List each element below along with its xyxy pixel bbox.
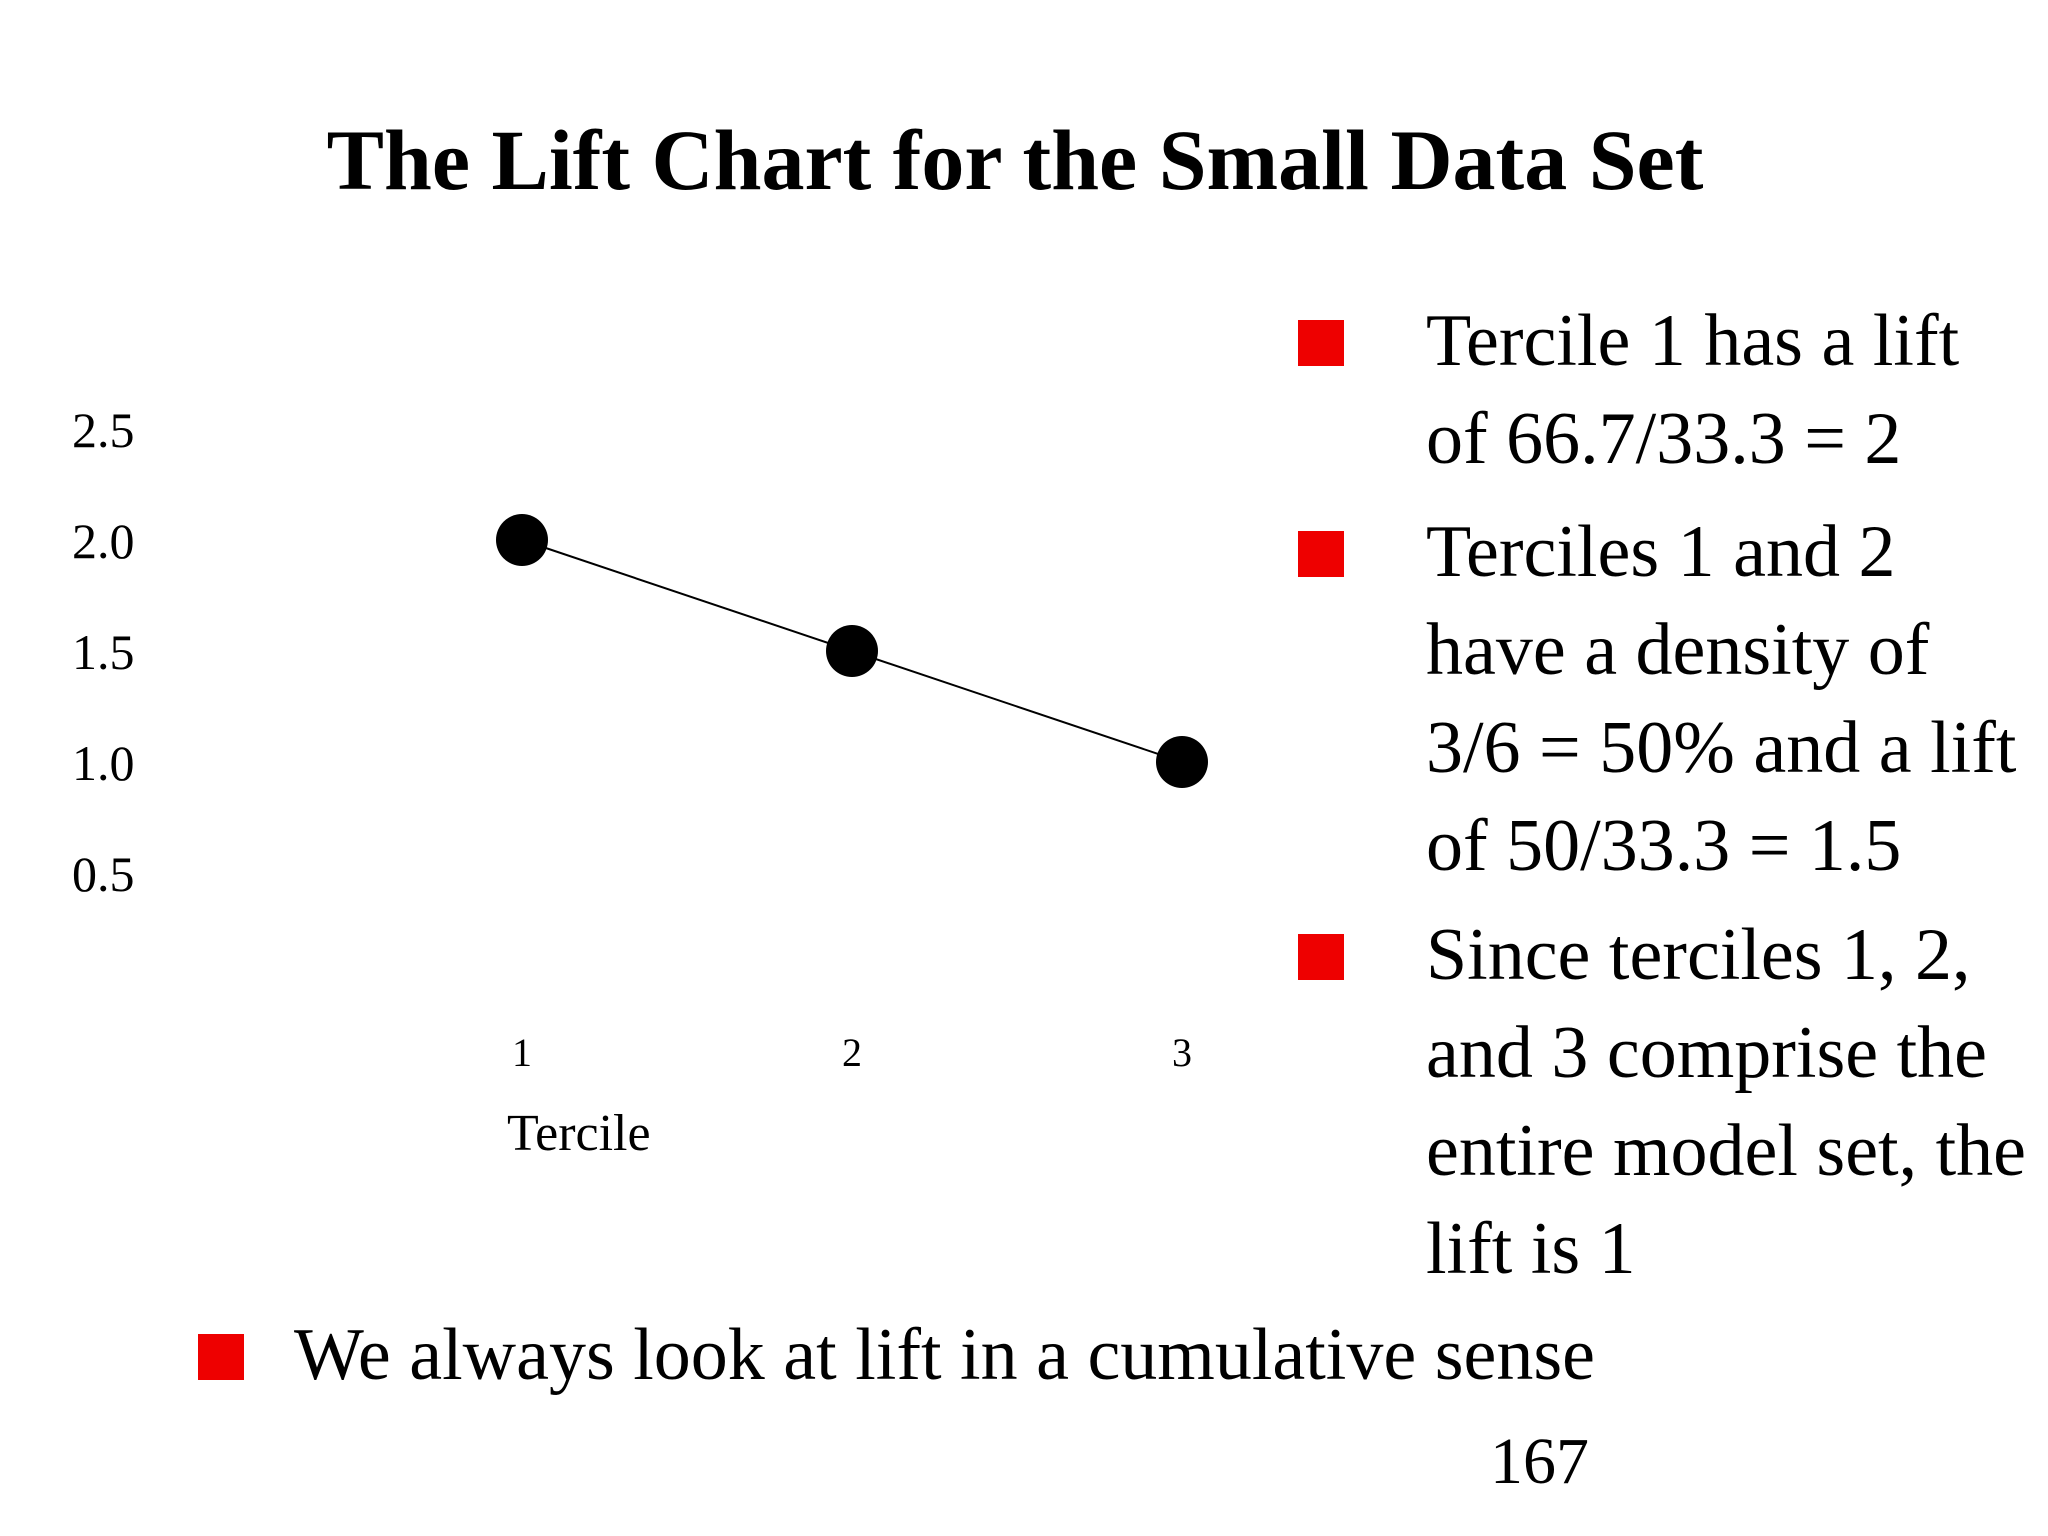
data-point	[496, 514, 548, 566]
bullet-item: Terciles 1 and 2 have a density of 3/6 =…	[1298, 503, 2048, 895]
y-tick-label: 2.0	[72, 513, 135, 569]
bullet-item: Tercile 1 has a lift of 66.7/33.3 = 2	[1298, 292, 2048, 488]
bullet-item: We always look at lift in a cumulative s…	[198, 1306, 1894, 1404]
y-tick-label: 2.5	[72, 402, 135, 458]
red-square-bullet-icon	[198, 1334, 244, 1380]
series-points	[496, 514, 1208, 788]
data-point	[826, 625, 878, 677]
y-tick-label: 1.5	[72, 624, 135, 680]
red-square-bullet-icon	[1298, 934, 1344, 980]
y-axis-ticks: 0.5 1.0 1.5 2.0 2.5	[72, 402, 135, 902]
bullet-text: Since terciles 1, 2, and 3 comprise the …	[1426, 914, 2027, 1290]
red-square-bullet-icon	[1298, 320, 1344, 366]
series-line-segment	[521, 539, 853, 652]
data-point	[1156, 736, 1208, 788]
y-tick-label: 0.5	[72, 846, 135, 902]
x-tick-label: 1	[512, 1030, 532, 1075]
slide-title: The Lift Chart for the Small Data Set	[326, 112, 1704, 208]
red-square-bullet-icon	[1298, 531, 1344, 577]
page-number: 167	[1490, 1425, 1589, 1498]
x-axis-ticks: 1 2 3	[512, 1030, 1192, 1075]
x-tick-label: 2	[842, 1030, 862, 1075]
y-tick-label: 1.0	[72, 735, 135, 791]
bullet-text: Tercile 1 has a lift of 66.7/33.3 = 2	[1426, 300, 1960, 480]
x-tick-label: 3	[1172, 1030, 1192, 1075]
bullet-item: Since terciles 1, 2, and 3 comprise the …	[1298, 906, 2048, 1298]
bullet-text: Terciles 1 and 2 have a density of 3/6 =…	[1426, 511, 2017, 887]
x-axis-label: Tercile	[507, 1105, 651, 1162]
series-line-segment	[851, 650, 1183, 763]
series-lines	[521, 539, 1183, 763]
bullet-text: We always look at lift in a cumulative s…	[294, 1314, 1595, 1396]
